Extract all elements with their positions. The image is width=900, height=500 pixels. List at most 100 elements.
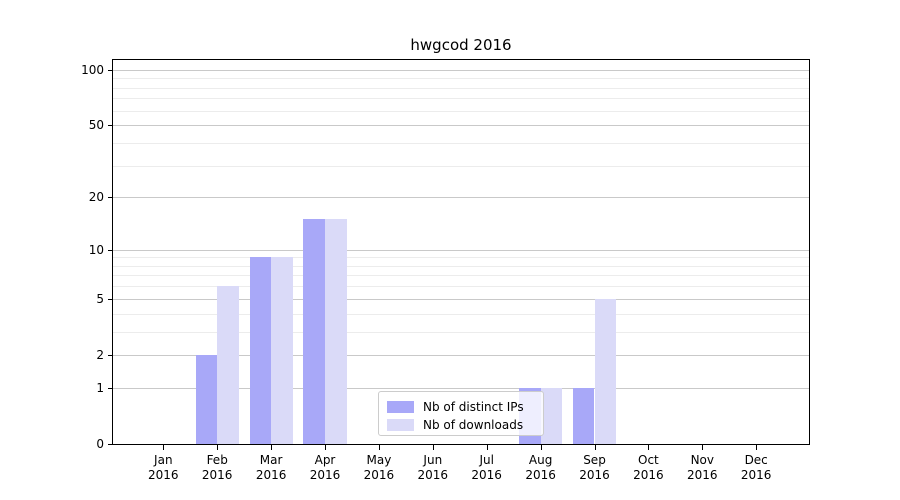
minor-gridline xyxy=(113,98,809,100)
x-tick-mark xyxy=(432,445,434,450)
x-tick-year: 2016 xyxy=(471,468,502,482)
y-tick-mark xyxy=(108,444,113,445)
y-tick-mark xyxy=(108,298,113,300)
x-tick-year: 2016 xyxy=(309,468,341,482)
major-gridline xyxy=(113,387,809,389)
x-tick-month: Feb xyxy=(206,453,228,467)
minor-gridline xyxy=(113,110,809,112)
x-tick-month: Mar xyxy=(259,453,283,467)
legend-entry: Nb of distinct IPs xyxy=(387,398,535,415)
bar-downloads xyxy=(540,387,563,444)
major-gridline xyxy=(113,197,809,199)
x-tick-mark xyxy=(217,445,219,450)
x-tick-month: Jun xyxy=(423,453,443,467)
y-tick-mark xyxy=(108,69,113,71)
minor-gridline xyxy=(113,265,809,267)
x-tick-month: Apr xyxy=(314,453,336,467)
bar-distinct-ips xyxy=(303,219,325,444)
chart-title: hwgcod 2016 xyxy=(410,36,512,54)
x-tick-month: Jan xyxy=(154,453,173,467)
legend-entry: Nb of downloads xyxy=(387,416,535,433)
x-tick-month: Jul xyxy=(479,453,494,467)
bar-downloads xyxy=(325,219,347,444)
y-tick-mark xyxy=(108,387,113,389)
minor-gridline xyxy=(113,275,809,277)
plot-spines xyxy=(112,59,810,445)
x-tick-year: 2016 xyxy=(255,468,287,482)
x-axis-tick-label: Jun 2016 xyxy=(406,453,460,483)
minor-gridline xyxy=(113,286,809,288)
legend-swatch-downloads xyxy=(387,418,414,431)
legend-label: Nb of downloads xyxy=(423,417,524,432)
major-gridline xyxy=(113,354,809,356)
y-axis-tick-label: 100 xyxy=(81,62,104,77)
x-tick-mark xyxy=(271,445,273,450)
minor-gridline xyxy=(113,87,809,89)
bar-downloads xyxy=(217,286,239,444)
y-axis-tick-label: 1 xyxy=(96,380,104,395)
x-tick-mark xyxy=(540,445,542,450)
x-axis-tick-label: Jul 2016 xyxy=(460,453,514,483)
major-gridline xyxy=(113,298,809,300)
minor-gridline xyxy=(113,313,809,315)
x-tick-mark xyxy=(378,445,380,450)
bar-downloads xyxy=(271,257,293,444)
x-tick-year: 2016 xyxy=(687,468,718,482)
x-tick-month: May xyxy=(366,453,392,467)
x-axis-tick-label: Dec 2016 xyxy=(729,453,783,483)
x-tick-year: 2016 xyxy=(740,468,772,482)
x-axis-tick-label: Nov 2016 xyxy=(675,453,729,483)
x-tick-month: Oct xyxy=(638,453,659,467)
bar-distinct-ips xyxy=(249,257,272,444)
x-tick-mark xyxy=(756,445,758,450)
x-tick-month: Aug xyxy=(528,453,553,467)
x-tick-mark xyxy=(163,445,165,450)
x-tick-mark xyxy=(594,445,596,450)
y-axis-tick-label: 50 xyxy=(88,118,104,133)
x-tick-mark xyxy=(648,445,650,450)
x-tick-year: 2016 xyxy=(633,468,664,482)
legend-swatch-distinct-ips xyxy=(387,400,414,413)
y-tick-mark xyxy=(108,354,113,356)
minor-gridline xyxy=(113,331,809,333)
y-axis-tick-label: 5 xyxy=(96,291,104,306)
x-axis-tick-label: Apr 2016 xyxy=(298,453,352,483)
y-axis-tick-label: 0 xyxy=(96,437,104,451)
major-gridline xyxy=(113,125,809,127)
y-tick-mark xyxy=(108,125,113,127)
x-axis-tick-label: Sep 2016 xyxy=(568,453,622,483)
x-tick-year: 2016 xyxy=(148,468,179,482)
x-tick-year: 2016 xyxy=(363,468,395,482)
x-tick-mark xyxy=(702,445,704,450)
x-axis-tick-label: Feb 2016 xyxy=(190,453,244,483)
y-axis-tick-label: 2 xyxy=(96,347,104,362)
x-tick-month: Dec xyxy=(744,453,768,467)
y-axis-tick-label: 10 xyxy=(88,242,104,257)
x-tick-year: 2016 xyxy=(201,468,233,482)
minor-gridline xyxy=(113,165,809,167)
x-tick-month: Sep xyxy=(583,453,606,467)
x-axis-tick-label: Oct 2016 xyxy=(621,453,675,483)
bar-downloads xyxy=(594,298,617,444)
minor-gridline xyxy=(113,78,809,80)
bar-distinct-ips xyxy=(572,387,595,444)
minor-gridline xyxy=(113,257,809,259)
y-tick-mark xyxy=(108,197,113,199)
x-tick-year: 2016 xyxy=(525,468,556,482)
x-axis-tick-label: Mar 2016 xyxy=(244,453,298,483)
major-gridline xyxy=(113,69,809,71)
x-axis-tick-label: Aug 2016 xyxy=(514,453,568,483)
y-tick-mark xyxy=(108,249,113,251)
y-axis-tick-label: 20 xyxy=(88,190,104,205)
bar-distinct-ips xyxy=(195,354,218,444)
x-tick-year: 2016 xyxy=(417,468,449,482)
x-axis-tick-label: May 2016 xyxy=(352,453,406,483)
x-tick-year: 2016 xyxy=(579,468,610,482)
x-tick-mark xyxy=(325,445,326,450)
x-axis-tick-label: Jan 2016 xyxy=(136,453,190,483)
legend: Nb of distinct IPs Nb of downloads xyxy=(378,391,544,436)
x-tick-month: Nov xyxy=(690,453,714,467)
x-tick-mark xyxy=(486,445,488,450)
legend-label: Nb of distinct IPs xyxy=(423,399,524,414)
